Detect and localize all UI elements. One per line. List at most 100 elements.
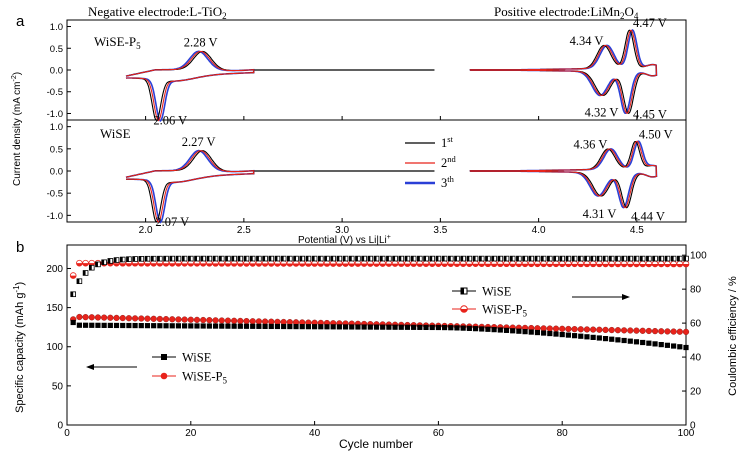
peak-label: 4.32 V	[585, 105, 619, 119]
capacity-point-wise-p5	[88, 314, 95, 321]
efficiency-point-wise-fill	[578, 256, 581, 261]
efficiency-point-wise-p5-fill	[225, 263, 231, 267]
capacity-point-wise	[219, 323, 225, 329]
y-right-tick-label: 40	[690, 353, 702, 364]
capacity-point-wise-p5	[670, 328, 677, 335]
efficiency-point-wise-p5-fill	[317, 263, 324, 267]
efficiency-point-wise-p5-fill	[392, 263, 398, 267]
x-tick-label: 4.5	[630, 225, 644, 236]
efficiency-point-wise-fill	[683, 256, 686, 261]
legend-marker-fill	[460, 309, 468, 313]
efficiency-point-wise-fill	[101, 259, 105, 265]
capacity-point-wise	[82, 322, 89, 328]
capacity-point-wise	[541, 330, 547, 336]
capacity-point-wise	[274, 323, 281, 330]
capacity-point-wise-p5	[169, 316, 176, 323]
capacity-point-wise	[212, 323, 219, 329]
legend-label-sup: st	[447, 134, 453, 144]
title-negative-electrode: Negative electrode:L-TiO2	[88, 4, 227, 21]
capacity-point-wise	[652, 341, 658, 347]
efficiency-point-wise-p5-fill	[330, 263, 337, 267]
efficiency-point-wise-p5-fill	[454, 263, 460, 267]
capacity-point-wise	[95, 322, 101, 328]
x-tick-label: 2.0	[139, 225, 153, 236]
panel-a-xlabel-sup: +	[387, 234, 391, 241]
cv-curve-positive	[469, 140, 658, 209]
capacity-point-wise	[578, 333, 584, 339]
efficiency-point-wise-fill	[398, 256, 402, 261]
efficiency-point-wise-p5-fill	[416, 263, 423, 267]
efficiency-point-wise-p5-fill	[546, 263, 553, 267]
capacity-point-wise-p5	[552, 325, 560, 332]
peak-label: 4.50 V	[639, 128, 673, 142]
efficiency-point-wise-fill	[380, 256, 383, 261]
y-tick-label: -0.5	[47, 87, 63, 98]
efficiency-point-wise-fill	[640, 256, 643, 261]
efficiency-point-wise-p5-fill	[540, 263, 547, 267]
efficiency-point-wise-p5-fill	[336, 263, 343, 267]
legend-label-base: WiSE	[182, 351, 212, 365]
efficiency-point-wise-p5-fill	[515, 263, 522, 267]
subplot-name-wise: WiSE	[100, 126, 131, 141]
capacity-point-wise	[157, 323, 163, 329]
efficiency-point-wise-p5-fill	[522, 263, 528, 267]
capacity-point-wise-p5	[200, 316, 207, 324]
efficiency-point-wise-fill	[522, 256, 526, 261]
capacity-point-wise-p5	[590, 326, 597, 333]
cv-curve-positive	[469, 140, 658, 209]
capacity-point-wise	[602, 335, 609, 342]
efficiency-point-wise-fill	[386, 256, 389, 261]
efficiency-point-wise-p5-fill	[82, 263, 89, 267]
panel-b-ylabel-left-sup: -1	[12, 285, 21, 293]
efficiency-point-wise-p5-fill	[485, 263, 491, 267]
cv-curve-positive	[469, 29, 658, 114]
arrow-left-head	[86, 364, 94, 370]
efficiency-point-wise-p5-fill	[293, 263, 299, 267]
efficiency-point-wise-fill	[671, 256, 674, 261]
x-tick-label: 2.5	[237, 225, 251, 236]
y-left-tick-label: 200	[46, 264, 63, 275]
capacity-point-wise	[336, 324, 342, 330]
peak-label: 4.47 V	[633, 16, 667, 30]
capacity-point-wise	[584, 334, 590, 340]
efficiency-point-wise-p5-fill	[348, 263, 355, 267]
title-positive-mid: O	[625, 4, 634, 19]
capacity-point-wise	[411, 324, 417, 330]
capacity-point-wise-p5	[268, 318, 275, 325]
capacity-point-wise-p5	[664, 328, 671, 335]
efficiency-point-wise-fill	[553, 256, 557, 261]
capacity-point-wise	[324, 324, 330, 330]
capacity-point-wise	[528, 329, 534, 335]
cv-curve-negative	[125, 50, 255, 122]
efficiency-point-wise-p5-fill	[503, 263, 510, 267]
efficiency-point-wise-fill	[634, 256, 637, 261]
efficiency-point-wise-fill	[213, 256, 216, 261]
x-tick-label: 20	[185, 428, 197, 439]
capacity-point-wise	[293, 323, 299, 330]
efficiency-point-wise-fill	[262, 256, 266, 261]
efficiency-point-wise-p5-fill	[218, 263, 225, 267]
panel-a-xlabel: Potential (V) vs Li|Li+	[298, 234, 391, 246]
capacity-point-wise	[262, 323, 268, 329]
capacity-point-wise	[243, 323, 250, 329]
capacity-point-wise	[120, 322, 126, 329]
panel-a-ylabel-sup: -2	[11, 75, 18, 81]
efficiency-point-wise-fill	[281, 256, 284, 261]
capacity-point-wise	[132, 322, 138, 329]
efficiency-point-wise-fill	[299, 256, 303, 261]
capacity-point-wise	[510, 328, 516, 334]
efficiency-point-wise-fill	[324, 256, 327, 261]
efficiency-point-wise-p5-fill	[163, 263, 169, 267]
efficiency-point-wise-fill	[491, 256, 495, 261]
efficiency-point-wise-fill	[652, 256, 656, 261]
efficiency-point-wise-fill	[565, 256, 569, 261]
capacity-point-wise	[169, 323, 175, 329]
capacity-point-wise	[194, 323, 200, 329]
y-right-tick-label: 100	[690, 251, 707, 262]
capacity-point-wise	[188, 323, 194, 329]
capacity-point-wise	[640, 339, 646, 346]
y-left-tick-label: 50	[52, 381, 64, 392]
efficiency-point-wise-fill	[169, 256, 173, 262]
capacity-point-wise	[163, 323, 169, 329]
efficiency-point-wise-p5-fill	[138, 263, 145, 267]
